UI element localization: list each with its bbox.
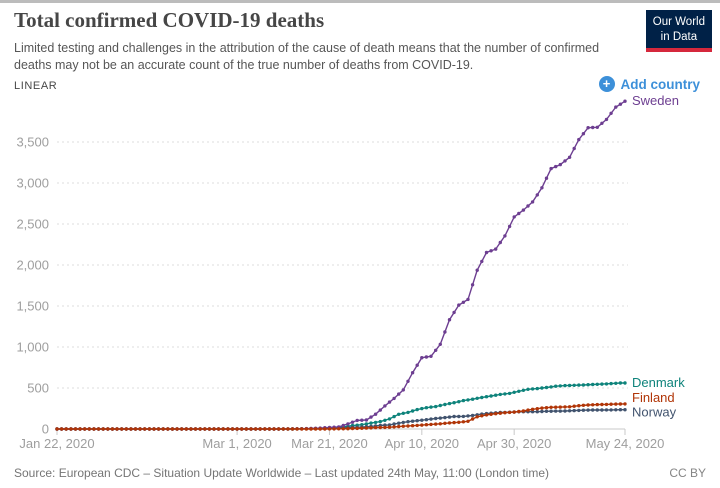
svg-text:Denmark: Denmark: [632, 375, 685, 390]
svg-text:Jan 22, 2020: Jan 22, 2020: [19, 436, 94, 451]
svg-text:2,500: 2,500: [16, 217, 49, 232]
owid-logo-line1: Our World: [652, 16, 705, 28]
owid-logo[interactable]: Our World in Data: [645, 10, 712, 52]
svg-text:500: 500: [27, 381, 49, 396]
svg-text:1,500: 1,500: [16, 299, 49, 314]
svg-text:1,000: 1,000: [16, 340, 49, 355]
page-title: Total confirmed COVID-19 deaths: [14, 8, 325, 32]
add-country-label: Add country: [620, 76, 701, 92]
svg-text:Apr 30, 2020: Apr 30, 2020: [477, 436, 551, 451]
svg-text:Mar 1, 2020: Mar 1, 2020: [202, 436, 271, 451]
add-country-button[interactable]: + Add country: [598, 76, 701, 92]
linear-scale-toggle[interactable]: LINEAR: [14, 80, 58, 92]
source-note: Source: European CDC – Situation Update …: [14, 466, 549, 480]
svg-text:Finland: Finland: [632, 390, 675, 405]
svg-text:May 24, 2020: May 24, 2020: [586, 436, 665, 451]
svg-text:Mar 21, 2020: Mar 21, 2020: [291, 436, 368, 451]
owid-logo-line2: in Data: [660, 30, 698, 43]
license-badge[interactable]: CC BY: [669, 466, 706, 480]
svg-text:Sweden: Sweden: [632, 93, 679, 108]
svg-text:2,000: 2,000: [16, 258, 49, 273]
svg-text:0: 0: [42, 422, 49, 437]
svg-text:3,000: 3,000: [16, 176, 49, 191]
svg-text:Apr 10, 2020: Apr 10, 2020: [385, 436, 459, 451]
chart-footer: Source: European CDC – Situation Update …: [14, 466, 706, 480]
svg-text:3,500: 3,500: [16, 135, 49, 150]
plus-icon: +: [598, 76, 615, 92]
top-border-bar: [0, 0, 720, 3]
svg-text:Norway: Norway: [632, 405, 677, 420]
chart-subtitle: Limited testing and challenges in the at…: [14, 41, 600, 72]
